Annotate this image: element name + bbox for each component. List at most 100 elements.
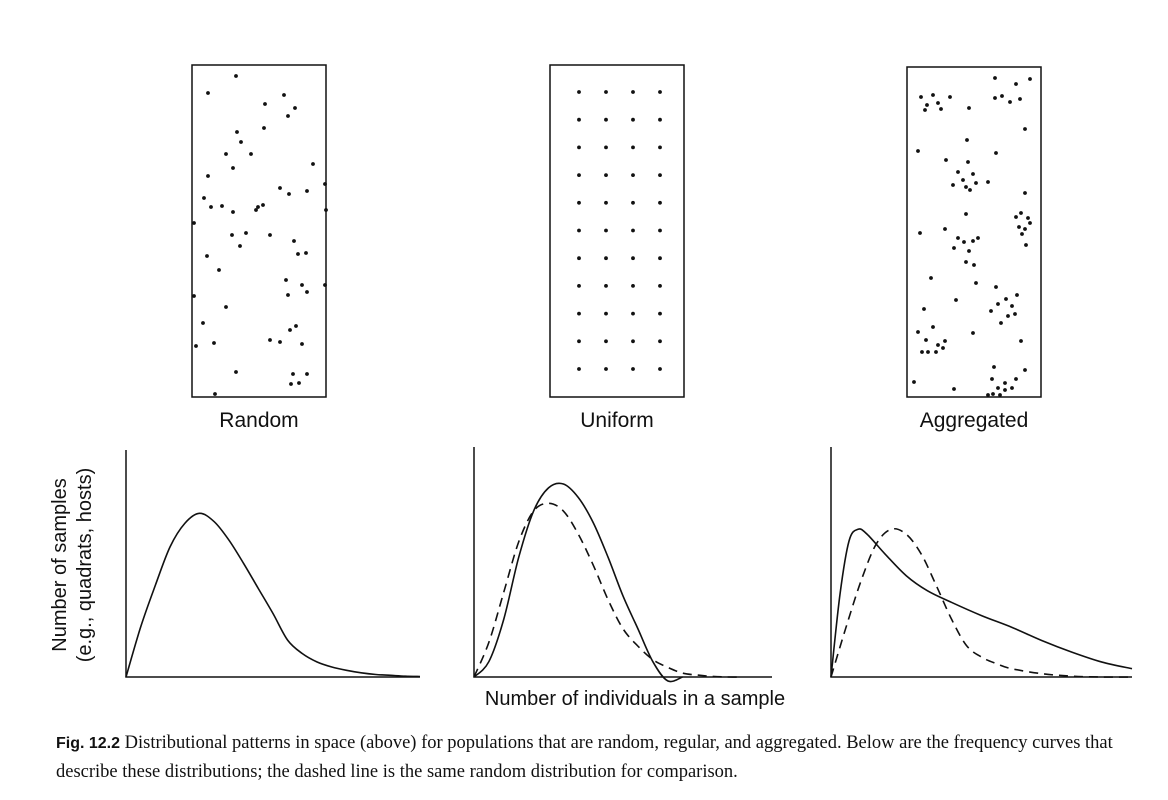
aggregated-dot xyxy=(923,108,927,112)
aggregated-dot xyxy=(996,386,1000,390)
aggregated-dot xyxy=(919,95,923,99)
aggregated-dot xyxy=(971,239,975,243)
aggregated-dot xyxy=(964,260,968,264)
random-dot xyxy=(305,372,309,376)
aggregated-dot xyxy=(1000,94,1004,98)
random-dot xyxy=(297,381,301,385)
aggregated-dot xyxy=(971,172,975,176)
aggregated-dot xyxy=(956,170,960,174)
random-dot xyxy=(324,208,328,212)
aggregated-label: Aggregated xyxy=(919,409,1029,432)
random-dot xyxy=(249,152,253,156)
aggregated-dot xyxy=(944,158,948,162)
random-dot xyxy=(224,305,228,309)
aggregated-dot xyxy=(951,183,955,187)
uniform-dot xyxy=(658,145,662,150)
random-dot xyxy=(300,342,304,346)
x-axis-label: Number of individuals in a sample xyxy=(484,688,786,710)
random-dot xyxy=(194,344,198,348)
aggregated-dot xyxy=(967,249,971,253)
random-dot xyxy=(234,74,238,78)
figure-caption: Fig. 12.2 Distributional patterns in spa… xyxy=(56,729,1136,786)
aggregated-dot xyxy=(993,96,997,100)
aggregated-dot xyxy=(964,212,968,216)
random-curve-axes xyxy=(125,450,420,678)
random-dot xyxy=(323,283,327,287)
aggregated-dot xyxy=(989,309,993,313)
uniform-dot xyxy=(577,311,581,316)
aggregated-dot xyxy=(926,350,930,354)
aggregated-dot xyxy=(967,106,971,110)
uniform-dot xyxy=(631,145,635,150)
uniform-dot xyxy=(631,90,635,94)
frequency-curves xyxy=(125,482,1133,683)
uniform-dot xyxy=(604,117,608,122)
random-dot xyxy=(254,208,258,212)
aggregated-dot xyxy=(991,392,995,396)
random-dot xyxy=(217,268,221,272)
aggregated-dot xyxy=(976,236,980,240)
aggregated-dot xyxy=(992,365,996,369)
aggregated-dot xyxy=(943,227,947,231)
random-dot xyxy=(205,254,209,258)
uniform-dot xyxy=(604,311,608,316)
aggregated-dot xyxy=(966,160,970,164)
random-dot xyxy=(262,126,266,130)
random-dot xyxy=(192,294,196,298)
aggregated-dot xyxy=(1015,293,1019,297)
aggregated-dot xyxy=(925,103,929,107)
caption-text: Distributional patterns in space (above)… xyxy=(56,733,1113,782)
random-dot xyxy=(278,340,282,344)
random-dot xyxy=(305,189,309,193)
y-axis-label: Number of samples (e.g., quadrats, hosts… xyxy=(28,465,118,665)
aggregated-dot xyxy=(941,346,945,350)
aggregated-dot xyxy=(1024,243,1028,247)
aggregated-dot xyxy=(1014,82,1018,86)
aggregated-dots xyxy=(912,76,1032,397)
aggregated-dot xyxy=(1023,368,1027,372)
uniform-dot xyxy=(604,228,608,233)
uniform-dot xyxy=(631,173,635,178)
aggregated-dot xyxy=(1010,304,1014,308)
random-dot xyxy=(209,205,213,209)
uniform-dot xyxy=(604,256,608,261)
uniform-dot xyxy=(658,200,662,205)
uniform-dot xyxy=(604,367,608,371)
y-axis-label-line1: Number of samples xyxy=(49,478,71,652)
uniform-dot xyxy=(631,117,635,122)
random-label: Random xyxy=(219,409,299,432)
uniform-dot xyxy=(631,228,635,233)
aggregated-dot xyxy=(1008,100,1012,104)
random-dot xyxy=(235,130,239,134)
aggregated-dot xyxy=(962,240,966,244)
aggregated-dot xyxy=(964,185,968,189)
uniform-dot xyxy=(631,284,635,288)
aggregated-dot xyxy=(986,180,990,184)
random-dot xyxy=(304,251,308,255)
uniform-dot xyxy=(604,173,608,178)
random-dots xyxy=(192,74,328,396)
random-quadrat xyxy=(191,64,327,398)
uniform-dot xyxy=(658,90,662,94)
random-dot xyxy=(234,370,238,374)
uniform-dot xyxy=(658,339,662,344)
uniform-curve-axes xyxy=(473,447,772,678)
random-dot xyxy=(201,321,205,325)
aggregated-dot xyxy=(968,188,972,192)
uniform-dot xyxy=(604,145,608,150)
random-dot xyxy=(268,233,272,237)
uniform-dot xyxy=(631,200,635,205)
uniform-dot xyxy=(658,117,662,122)
aggregated-dot xyxy=(1014,215,1018,219)
random-dot xyxy=(206,91,210,95)
solid-frequency-curve xyxy=(830,528,1133,678)
y-axis-label-line2: (e.g., quadrats, hosts) xyxy=(74,467,96,663)
aggregated-dot xyxy=(974,181,978,185)
aggregated-dot xyxy=(1018,97,1022,101)
aggregated-dot xyxy=(920,350,924,354)
aggregated-dot xyxy=(1026,216,1030,220)
aggregated-dot xyxy=(912,380,916,384)
random-dot xyxy=(230,233,234,237)
aggregated-dot xyxy=(936,343,940,347)
